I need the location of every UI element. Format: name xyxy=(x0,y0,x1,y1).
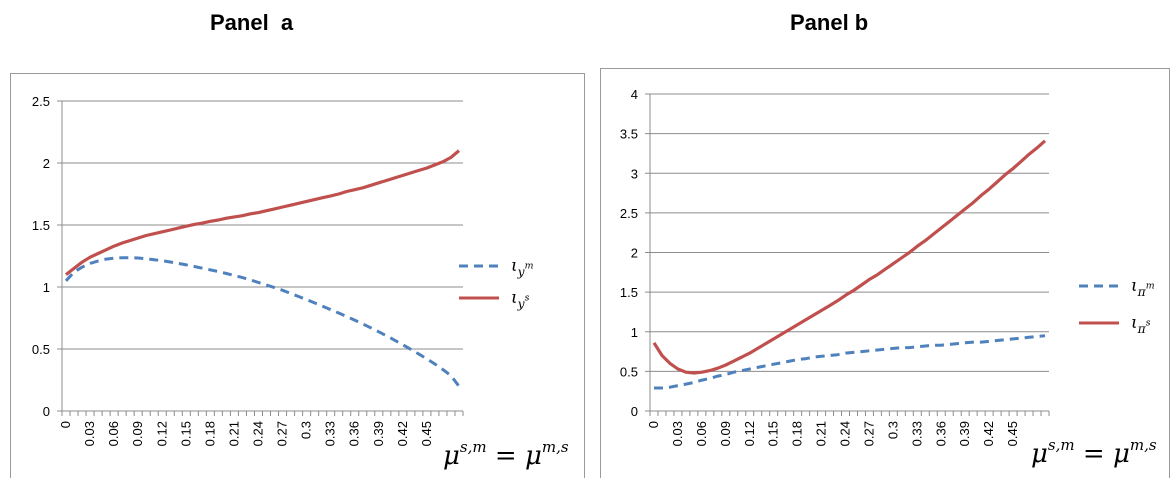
chart-panel-b: 0 0.5 1 1.5 2 2.5 3 3.5 4 0 0.03 0.06 0.09 0.12 0.15 0.… xyxy=(600,68,1170,478)
y-tick-label: 0 xyxy=(43,404,50,419)
y-tick-label: 2 xyxy=(43,156,50,171)
x-tick-label: 0.33 xyxy=(909,421,924,446)
y-tick-label: 1 xyxy=(43,280,50,295)
x-tick-label: 0 xyxy=(646,421,661,428)
x-tick-label: 0.21 xyxy=(814,421,829,446)
y-tick-label: 2 xyxy=(631,246,638,261)
x-tick-label: 0.36 xyxy=(933,421,948,446)
chart-b-svg: 0 0.5 1 1.5 2 2.5 3 3.5 4 0 0.03 0.06 0.09 0.12 0.15 0.… xyxy=(620,87,1157,469)
x-tick-label: 0.06 xyxy=(106,421,121,446)
y-tick-label: 3.5 xyxy=(620,127,638,142)
x-tick-label: 0.42 xyxy=(981,421,996,446)
y-tick-label: 0.5 xyxy=(620,364,638,379)
x-axis-label: μs,m = μm,s xyxy=(1031,436,1157,469)
y-tick-label: 0.5 xyxy=(32,342,50,357)
legend-label-2: ιπs xyxy=(1131,313,1151,336)
chart-a-svg: 0 0.5 1 1.5 2 2.5 0 0.03 0.06 0.09 0.12 0.15 0.18 0.2… xyxy=(32,94,569,471)
y-tick-label: 2.5 xyxy=(32,94,50,109)
legend-label-1: ιym xyxy=(511,256,534,279)
x-tick-label: 0.36 xyxy=(347,421,362,446)
legend-label-2: ιys xyxy=(511,288,530,311)
y-tick-label: 2.5 xyxy=(620,206,638,221)
x-tick-label: 0.03 xyxy=(670,421,685,446)
panel-b-title: Panel b xyxy=(790,10,869,35)
x-tick-label: 0.39 xyxy=(371,421,386,446)
series-line-2 xyxy=(65,149,461,276)
x-tick-label: 0 xyxy=(58,421,73,428)
x-tick-label: 0.15 xyxy=(178,421,193,446)
x-tick-label: 0.45 xyxy=(419,421,434,446)
x-tick-label: 0.42 xyxy=(395,421,410,446)
x-tick-label: 0.3 xyxy=(885,421,900,439)
y-tick-label: 4 xyxy=(631,87,638,102)
x-tick-label: 0.27 xyxy=(275,421,290,446)
x-tick-label: 0.27 xyxy=(861,421,876,446)
y-tick-label: 3 xyxy=(631,166,638,181)
y-tick-label: 1 xyxy=(631,325,638,340)
x-tick-label: 0.24 xyxy=(250,421,265,446)
x-tick-label: 0.09 xyxy=(130,421,145,446)
series-line-2 xyxy=(652,139,1047,375)
x-tick-label: 0.21 xyxy=(226,421,241,446)
x-tick-label: 0.33 xyxy=(323,421,338,446)
x-tick-label: 0.15 xyxy=(766,421,781,446)
panel-a-title: Panel a xyxy=(210,10,294,35)
x-tick-label: 0.09 xyxy=(718,421,733,446)
x-tick-label: 0.18 xyxy=(790,421,805,446)
x-tick-label: 0.12 xyxy=(154,421,169,446)
y-tick-label: 1.5 xyxy=(32,218,50,233)
x-tick-label: 0.3 xyxy=(299,421,314,439)
x-tick-label: 0.24 xyxy=(838,421,853,446)
legend-label-1: ιπm xyxy=(1131,276,1155,299)
series-line-1 xyxy=(654,334,1046,390)
y-tick-label: 0 xyxy=(631,404,638,419)
x-tick-label: 0.03 xyxy=(82,421,97,446)
x-tick-label: 0.12 xyxy=(742,421,757,446)
x-tick-label: 0.45 xyxy=(1005,421,1020,446)
chart-panel-a: 0 0.5 1 1.5 2 2.5 0 0.03 0.06 0.09 0.12 0.15 0.18 0.2… xyxy=(10,73,585,478)
x-tick-label: 0.18 xyxy=(202,421,217,446)
x-axis-label: μs,m = μm,s xyxy=(443,438,569,471)
x-tick-label: 0.06 xyxy=(694,421,709,446)
x-tick-label: 0.39 xyxy=(957,421,972,446)
y-tick-label: 1.5 xyxy=(620,285,638,300)
series-line-1 xyxy=(64,256,461,388)
